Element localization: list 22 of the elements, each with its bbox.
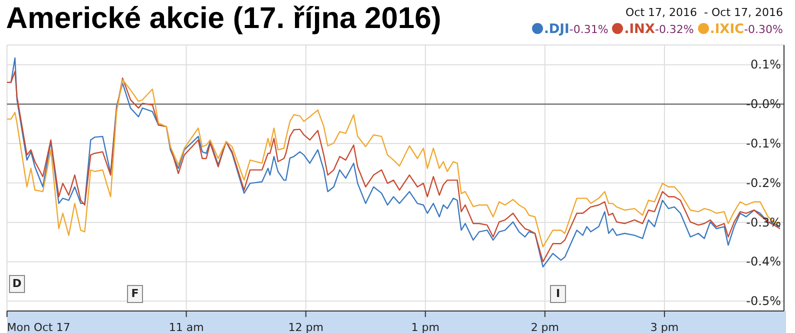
legend-label: .DJI: [544, 22, 570, 37]
x-tick-label: 11 am: [168, 321, 204, 333]
text: -0.32%: [654, 23, 694, 36]
chart-title: Americké akcie (17. října 2016): [6, 2, 442, 36]
x-tick-label: 1 pm: [411, 321, 440, 333]
legend-label: .IXIC: [710, 22, 744, 37]
chart-subtitle: Oct 17, 2016 - Oct 17, 2016: [626, 6, 783, 19]
flag-marker: D: [9, 275, 25, 293]
y-tick-label: -0.1%: [746, 136, 781, 151]
flag-marker: I: [550, 285, 566, 303]
y-tick-label: -0.5%: [746, 294, 781, 308]
text: -0.31%: [569, 23, 608, 36]
x-tick-label: 12 pm: [288, 321, 324, 333]
flag-marker: F: [127, 285, 143, 303]
x-tick-label: 2 pm: [530, 321, 560, 333]
legend-label: .INX: [624, 22, 655, 37]
x-tick-label: 3 pm: [650, 321, 679, 333]
y-tick-label: -0.2%: [746, 176, 781, 190]
text: -0.30%: [744, 23, 783, 36]
y-tick-label: 0.1%: [750, 58, 781, 72]
x-tick-label: Mon Oct 17: [7, 321, 70, 333]
y-tick-label: -0.4%: [746, 254, 781, 269]
